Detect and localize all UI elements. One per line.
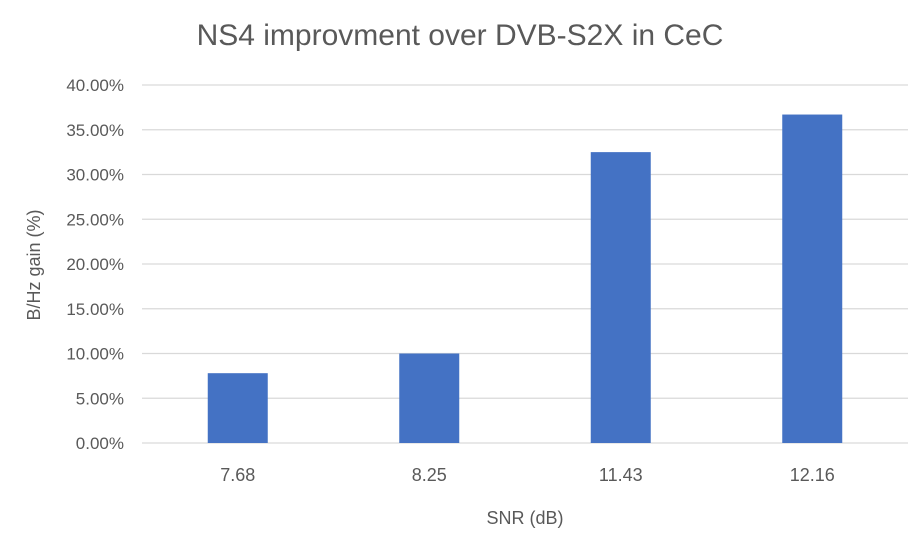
y-tick-label: 15.00% — [66, 300, 124, 319]
x-axis-label: SNR (dB) — [486, 508, 563, 528]
x-tick-label: 11.43 — [599, 465, 643, 485]
grid-lines — [142, 84, 908, 444]
y-tick-label: 5.00% — [76, 389, 124, 408]
bar — [782, 114, 843, 443]
y-tick-label: 10.00% — [66, 345, 124, 364]
x-tick-labels: 7.68 8.25 11.43 12.16 — [220, 465, 835, 485]
x-tick-label: 8.25 — [412, 465, 447, 485]
x-tick-label: 12.16 — [790, 465, 835, 485]
bar — [590, 152, 651, 443]
bars — [207, 114, 843, 443]
x-tick-label: 7.68 — [220, 465, 255, 485]
y-tick-label: 20.00% — [66, 255, 124, 274]
y-tick-label: 0.00% — [76, 434, 124, 453]
bar — [207, 373, 268, 443]
y-tick-label: 40.00% — [66, 76, 124, 95]
bar — [399, 353, 460, 443]
chart-title: NS4 improvment over DVB-S2X in CeC — [197, 19, 724, 52]
y-tick-label: 25.00% — [66, 210, 124, 229]
y-axis-label: B/Hz gain (%) — [24, 209, 44, 320]
y-tick-labels: 0.00% 5.00% 10.00% 15.00% 20.00% 25.00% 30.00%… — [66, 76, 124, 453]
y-tick-label: 30.00% — [66, 166, 124, 185]
y-tick-label: 35.00% — [66, 121, 124, 140]
